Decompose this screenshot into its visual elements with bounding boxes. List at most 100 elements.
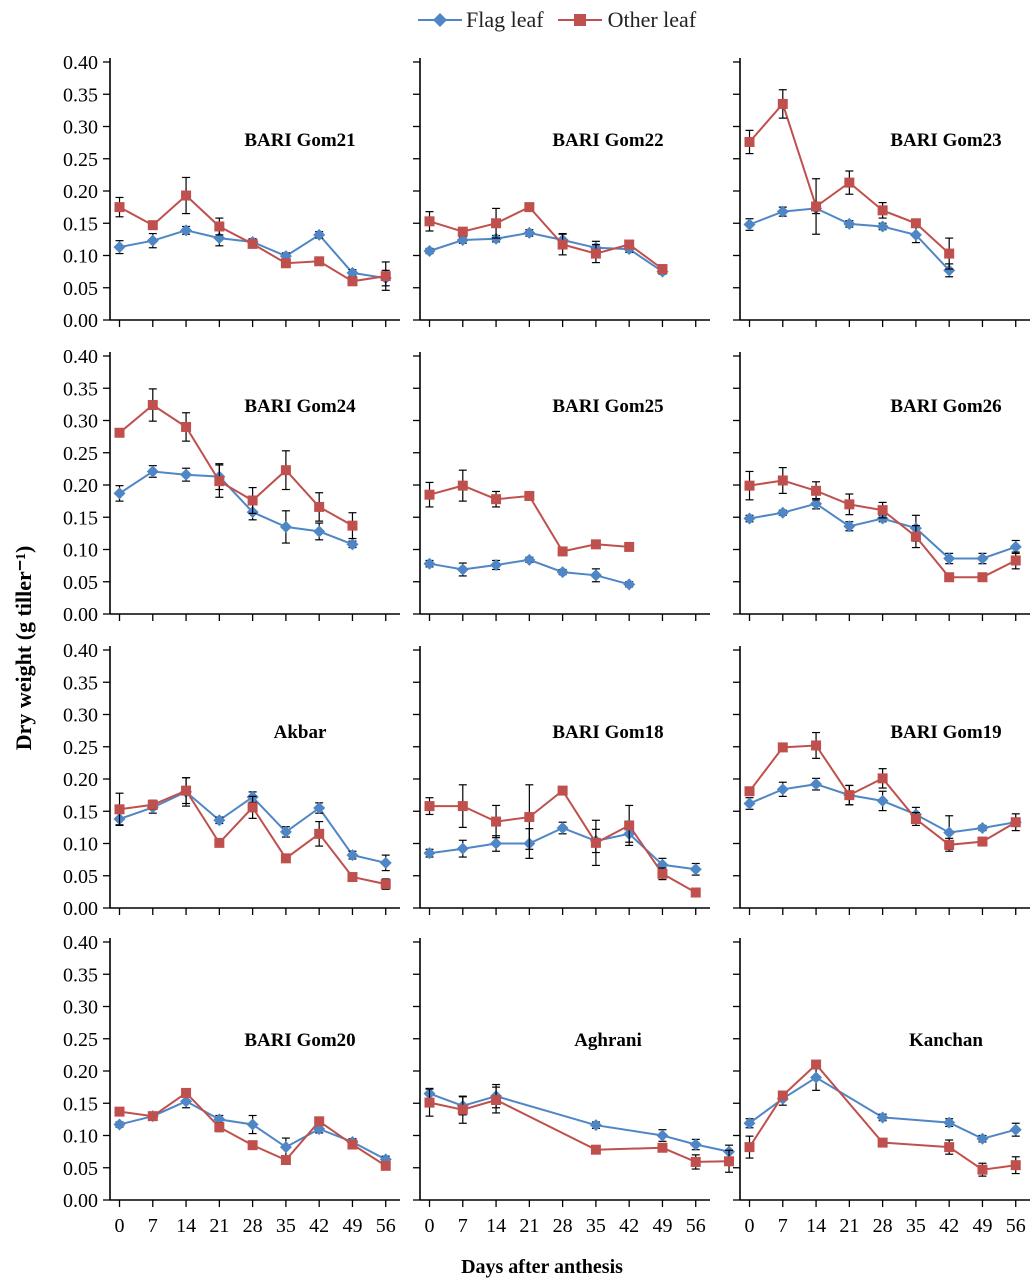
other-leaf-line — [429, 789, 697, 894]
x-tick-label: 14 — [806, 1215, 826, 1237]
x-tick-label: 35 — [586, 1215, 606, 1237]
y-tick-label: 0.25 — [63, 737, 98, 759]
panel-title-bari-gom20: BARI Gom20 — [244, 1030, 355, 1051]
other-leaf-point — [114, 427, 125, 438]
other-leaf-point — [280, 853, 291, 864]
other-leaf-point — [590, 837, 601, 848]
flag-leaf-point — [146, 234, 159, 247]
flag-leaf-point — [689, 1138, 702, 1151]
other-leaf-point — [1010, 555, 1021, 566]
other-leaf-point — [280, 258, 291, 269]
other-leaf-point — [214, 837, 225, 848]
other-leaf-point — [910, 813, 921, 824]
flag-leaf-point — [279, 1141, 292, 1154]
legend-other-label: Other leaf — [607, 7, 697, 32]
other-leaf-point — [1010, 1160, 1021, 1171]
flag-leaf-point — [313, 802, 326, 815]
panel-title-bari-gom18: BARI Gom18 — [552, 722, 663, 743]
other-leaf-point — [877, 505, 888, 516]
flag-leaf-point — [909, 228, 922, 241]
other-leaf-point — [724, 1156, 735, 1167]
other-leaf-line — [429, 205, 664, 270]
other-leaf-point — [811, 485, 822, 496]
x-tick-label: 42 — [619, 1215, 639, 1237]
other-leaf-line — [749, 479, 1017, 579]
other-leaf-point — [347, 1139, 358, 1150]
flag-leaf-point — [279, 520, 292, 533]
flag-leaf-point — [246, 1118, 259, 1131]
x-tick-label: 42 — [309, 1215, 329, 1237]
other-leaf-point — [247, 495, 258, 506]
flag-leaf-point — [876, 794, 889, 807]
flag-leaf-point — [943, 1116, 956, 1129]
flag-leaf-point — [843, 520, 856, 533]
other-leaf-point — [811, 1059, 822, 1070]
y-tick-label: 0.40 — [63, 640, 98, 662]
x-tick-label: 7 — [148, 1215, 158, 1237]
flag-leaf-point — [1009, 1123, 1022, 1136]
other-leaf-point — [944, 572, 955, 583]
other-leaf-point — [524, 490, 535, 501]
x-tick-label: 28 — [553, 1215, 573, 1237]
other-leaf-point — [777, 98, 788, 109]
y-tick-label: 0.25 — [63, 149, 98, 171]
other-leaf-point — [214, 1122, 225, 1133]
flag-leaf-point — [976, 822, 989, 835]
flag-leaf-point — [313, 525, 326, 538]
y-tick-label: 0.05 — [63, 278, 98, 300]
flag-leaf-point — [113, 487, 126, 500]
other-leaf-point — [557, 239, 568, 250]
other-leaf-point — [657, 868, 668, 879]
flag-leaf-point — [180, 224, 193, 237]
y-tick-label: 0.25 — [63, 443, 98, 465]
x-tick-label: 56 — [1006, 1215, 1026, 1237]
other-leaf-point — [910, 531, 921, 542]
other-leaf-point — [491, 1095, 502, 1106]
flag-leaf-point — [943, 264, 956, 277]
other-leaf-point — [557, 785, 568, 796]
y-tick-label: 0.35 — [63, 672, 98, 694]
other-leaf-point — [910, 218, 921, 229]
other-leaf-point — [380, 1160, 391, 1171]
other-leaf-point — [657, 1142, 668, 1153]
flag-leaf-point — [346, 266, 359, 279]
flag-leaf-point — [876, 220, 889, 233]
other-leaf-point — [944, 1142, 955, 1153]
other-leaf-point — [590, 248, 601, 259]
flag-leaf-point — [1009, 540, 1022, 553]
x-tick-label: 35 — [276, 1215, 296, 1237]
x-tick-label: 0 — [115, 1215, 125, 1237]
other-leaf-point — [214, 221, 225, 232]
flag-leaf-point — [776, 205, 789, 218]
flag-leaf-point — [180, 1095, 193, 1108]
y-tick-label: 0.10 — [63, 1126, 98, 1148]
other-leaf-point — [347, 872, 358, 883]
x-tick-label: 0 — [425, 1215, 435, 1237]
y-tick-label: 0.20 — [63, 475, 98, 497]
other-leaf-point — [524, 202, 535, 213]
panel-title-bari-gom25: BARI Gom25 — [552, 396, 663, 417]
flag-leaf-point — [776, 506, 789, 519]
x-tick-label: 21 — [839, 1215, 859, 1237]
x-tick-label: 7 — [458, 1215, 468, 1237]
y-tick-label: 0.20 — [63, 181, 98, 203]
other-leaf-point — [147, 220, 158, 231]
other-leaf-line — [429, 1098, 730, 1163]
flag-leaf-point — [346, 849, 359, 862]
panel-title-kanchan: Kanchan — [909, 1030, 983, 1051]
other-leaf-point — [181, 785, 192, 796]
x-tick-label: 49 — [972, 1215, 992, 1237]
other-leaf-point — [181, 190, 192, 201]
other-leaf-point — [744, 786, 755, 797]
flag-leaf-point — [810, 1071, 823, 1084]
panel-title-bari-gom19: BARI Gom19 — [890, 722, 1001, 743]
flag-leaf-point — [113, 241, 126, 254]
other-leaf-point — [457, 480, 468, 491]
flag-leaf-point — [743, 512, 756, 525]
flag-leaf-legend-icon — [418, 13, 462, 27]
flag-leaf-line — [429, 1092, 730, 1153]
flag-leaf-point — [876, 1111, 889, 1124]
other-leaf-point — [491, 218, 502, 229]
